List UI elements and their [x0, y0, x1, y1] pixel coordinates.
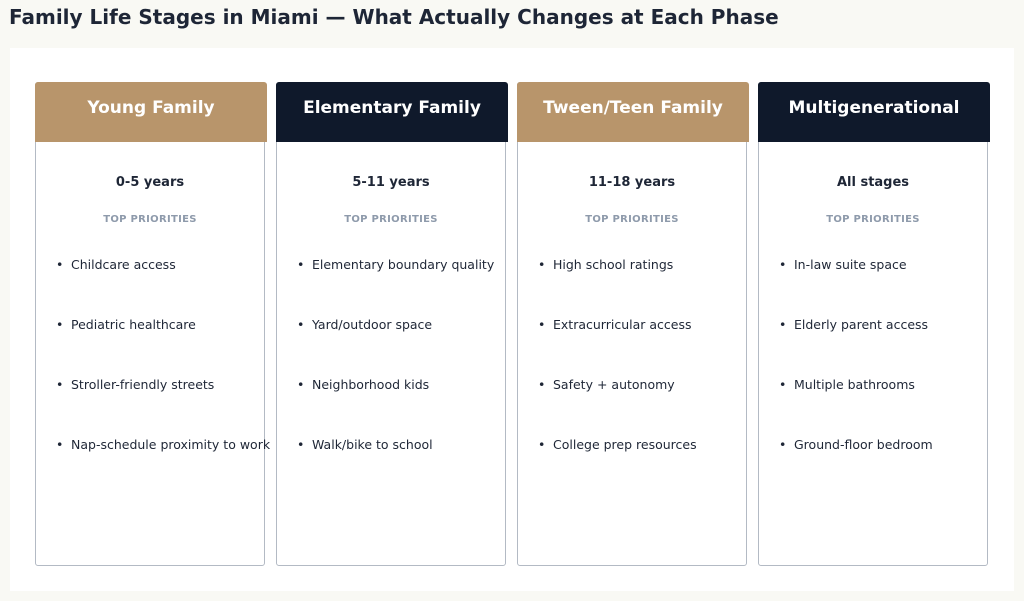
- stage-card-title: Multigenerational: [788, 98, 960, 118]
- priority-item: • Elderly parent access: [779, 317, 928, 332]
- top-priorities-label: TOP PRIORITIES: [344, 214, 438, 225]
- bullet-icon: •: [56, 437, 64, 452]
- priority-text: Walk/bike to school: [312, 437, 433, 452]
- bullet-icon: •: [538, 257, 546, 272]
- bullet-icon: •: [779, 437, 787, 452]
- stages-panel: Young Family 0-5 years TOP PRIORITIES • C…: [10, 48, 1014, 591]
- stage-card-title: Young Family: [87, 98, 215, 118]
- top-priorities-label: TOP PRIORITIES: [585, 214, 679, 225]
- priority-text: High school ratings: [553, 257, 674, 272]
- bullet-icon: •: [56, 257, 64, 272]
- stage-card-header: Young Family: [35, 82, 267, 142]
- stage-card-young-family: Young Family 0-5 years TOP PRIORITIES • C…: [35, 82, 270, 566]
- bullet-icon: •: [538, 377, 546, 392]
- bullet-icon: •: [56, 377, 64, 392]
- priority-item: • Multiple bathrooms: [779, 377, 915, 392]
- stage-card-tween-teen-family: Tween/Teen Family 11-18 years TOP PRIORI…: [517, 82, 749, 566]
- priority-text: Elementary boundary quality: [312, 257, 495, 272]
- top-priorities-label: TOP PRIORITIES: [103, 214, 197, 225]
- top-priorities-label: TOP PRIORITIES: [826, 214, 920, 225]
- priority-item: • College prep resources: [538, 437, 697, 452]
- stage-card-header: Elementary Family: [276, 82, 508, 142]
- stage-age-range: 5-11 years: [352, 175, 430, 190]
- bullet-icon: •: [779, 317, 787, 332]
- stage-age-range: All stages: [836, 175, 910, 190]
- priority-text: Yard/outdoor space: [312, 317, 433, 332]
- priority-item: • Neighborhood kids: [297, 377, 429, 392]
- bullet-icon: •: [779, 257, 787, 272]
- priority-text: Safety + autonomy: [553, 377, 675, 392]
- priority-text: Elderly parent access: [794, 317, 929, 332]
- priority-text: College prep resources: [553, 437, 697, 452]
- priority-text: Childcare access: [71, 257, 176, 272]
- priority-item: • Nap-schedule proximity to work: [56, 437, 270, 452]
- bullet-icon: •: [297, 437, 305, 452]
- priority-item: • High school ratings: [538, 257, 673, 272]
- priority-item: • Elementary boundary quality: [297, 257, 494, 272]
- priority-item: • Ground-floor bedroom: [779, 437, 933, 452]
- priority-text: Nap-schedule proximity to work: [71, 437, 271, 452]
- page-title: Family Life Stages in Miami — What Actua…: [9, 5, 779, 29]
- stage-card-title: Tween/Teen Family: [543, 98, 723, 118]
- priority-text: In-law suite space: [794, 257, 907, 272]
- priority-text: Pediatric healthcare: [71, 317, 196, 332]
- bullet-icon: •: [56, 317, 64, 332]
- bullet-icon: •: [779, 377, 787, 392]
- priority-text: Extracurricular access: [553, 317, 692, 332]
- stage-card-header: Tween/Teen Family: [517, 82, 749, 142]
- priority-text: Ground-floor bedroom: [794, 437, 933, 452]
- priority-item: • Childcare access: [56, 257, 176, 272]
- stage-card-multigenerational: Multigenerational All stages TOP PRIORIT…: [758, 82, 990, 566]
- stage-age-range: 0-5 years: [115, 175, 185, 190]
- priority-item: • Safety + autonomy: [538, 377, 675, 392]
- bullet-icon: •: [297, 257, 305, 272]
- priority-text: Multiple bathrooms: [794, 377, 915, 392]
- priority-text: Stroller-friendly streets: [71, 377, 215, 392]
- stage-card-title: Elementary Family: [303, 98, 481, 118]
- bullet-icon: •: [297, 317, 305, 332]
- bullet-icon: •: [538, 317, 546, 332]
- stage-card-header: Multigenerational: [758, 82, 990, 142]
- bullet-icon: •: [538, 437, 546, 452]
- stage-card-elementary-family: Elementary Family 5-11 years TOP PRIORIT…: [276, 82, 508, 566]
- priority-item: • Walk/bike to school: [297, 437, 433, 452]
- priority-item: • Pediatric healthcare: [56, 317, 196, 332]
- priority-item: • In-law suite space: [779, 257, 907, 272]
- priority-text: Neighborhood kids: [312, 377, 430, 392]
- priority-item: • Extracurricular access: [538, 317, 691, 332]
- stage-age-range: 11-18 years: [588, 175, 676, 190]
- bullet-icon: •: [297, 377, 305, 392]
- priority-item: • Stroller-friendly streets: [56, 377, 214, 392]
- priority-item: • Yard/outdoor space: [297, 317, 432, 332]
